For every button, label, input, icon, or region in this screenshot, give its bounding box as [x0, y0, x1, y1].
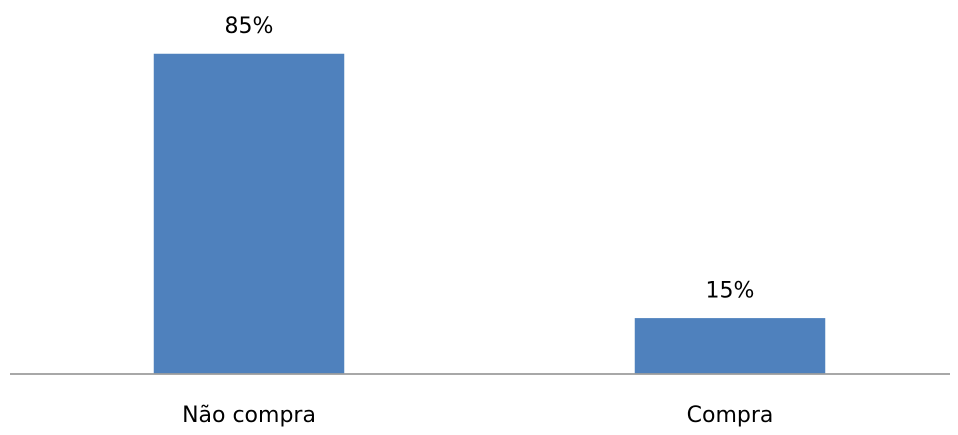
data-label-nao-compra: 85%	[225, 14, 274, 39]
category-label-nao-compra: Não compra	[182, 403, 316, 428]
bar-nao-compra	[152, 52, 346, 375]
data-label-compra: 15%	[706, 278, 755, 303]
category-labels-layer: Não compra Compra	[182, 403, 773, 428]
bar-compra	[633, 316, 827, 375]
bars-layer	[152, 52, 827, 375]
labels-layer: 85% 15%	[225, 14, 755, 303]
category-label-compra: Compra	[687, 403, 774, 428]
